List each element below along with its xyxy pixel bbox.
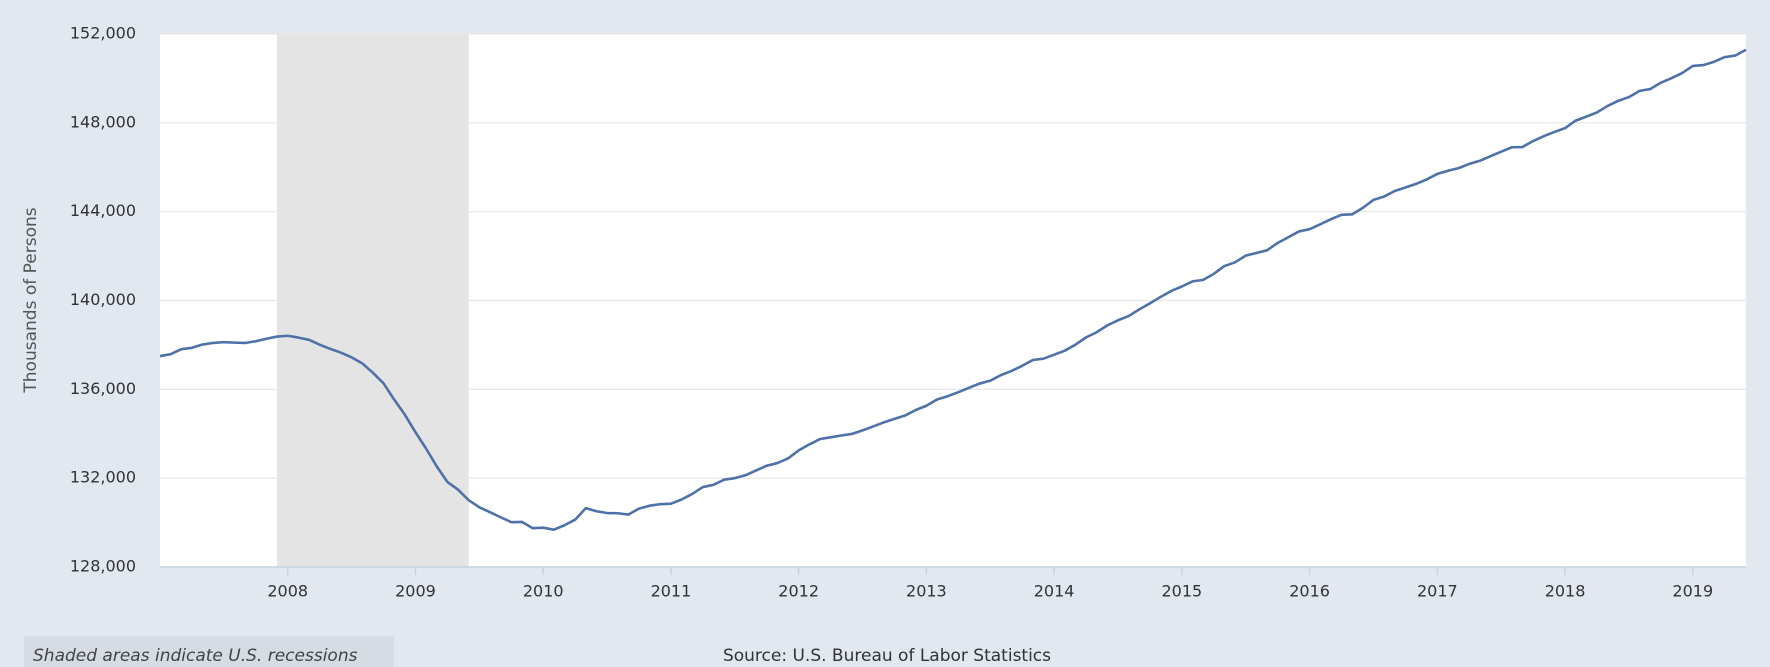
y-tick-label: 132,000 [70,468,136,487]
x-tick-label: 2012 [778,582,819,601]
x-tick-label: 2013 [906,582,947,601]
source: Source: U.S. Bureau of Labor Statistics [723,646,1051,666]
x-tick-label: 2017 [1417,582,1458,601]
y-tick-label: 144,000 [70,201,136,220]
x-tick-label: 2015 [1161,582,1202,601]
y-tick-label: 140,000 [70,290,136,309]
data-line [159,48,1747,531]
y-axis-label: Thousands of Persons [21,207,41,393]
y-tick-label: 136,000 [70,379,136,398]
x-tick-label: 2009 [395,582,436,601]
y-tick-label: 148,000 [70,112,136,131]
x-tick-label: 2011 [651,582,692,601]
footnote-box [24,636,394,667]
y-tick-label: 128,000 [70,557,136,576]
x-tick-label: 2019 [1672,582,1713,601]
footnote: Shaded areas indicate U.S. recessions [33,646,358,666]
x-tick-label: 2014 [1034,582,1075,601]
x-tick-label: 2008 [267,582,308,601]
x-tick-label: 2018 [1545,582,1586,601]
x-tick-label: 2016 [1289,582,1330,601]
x-tick-label: 2010 [523,582,564,601]
y-tick-label: 152,000 [70,24,136,43]
